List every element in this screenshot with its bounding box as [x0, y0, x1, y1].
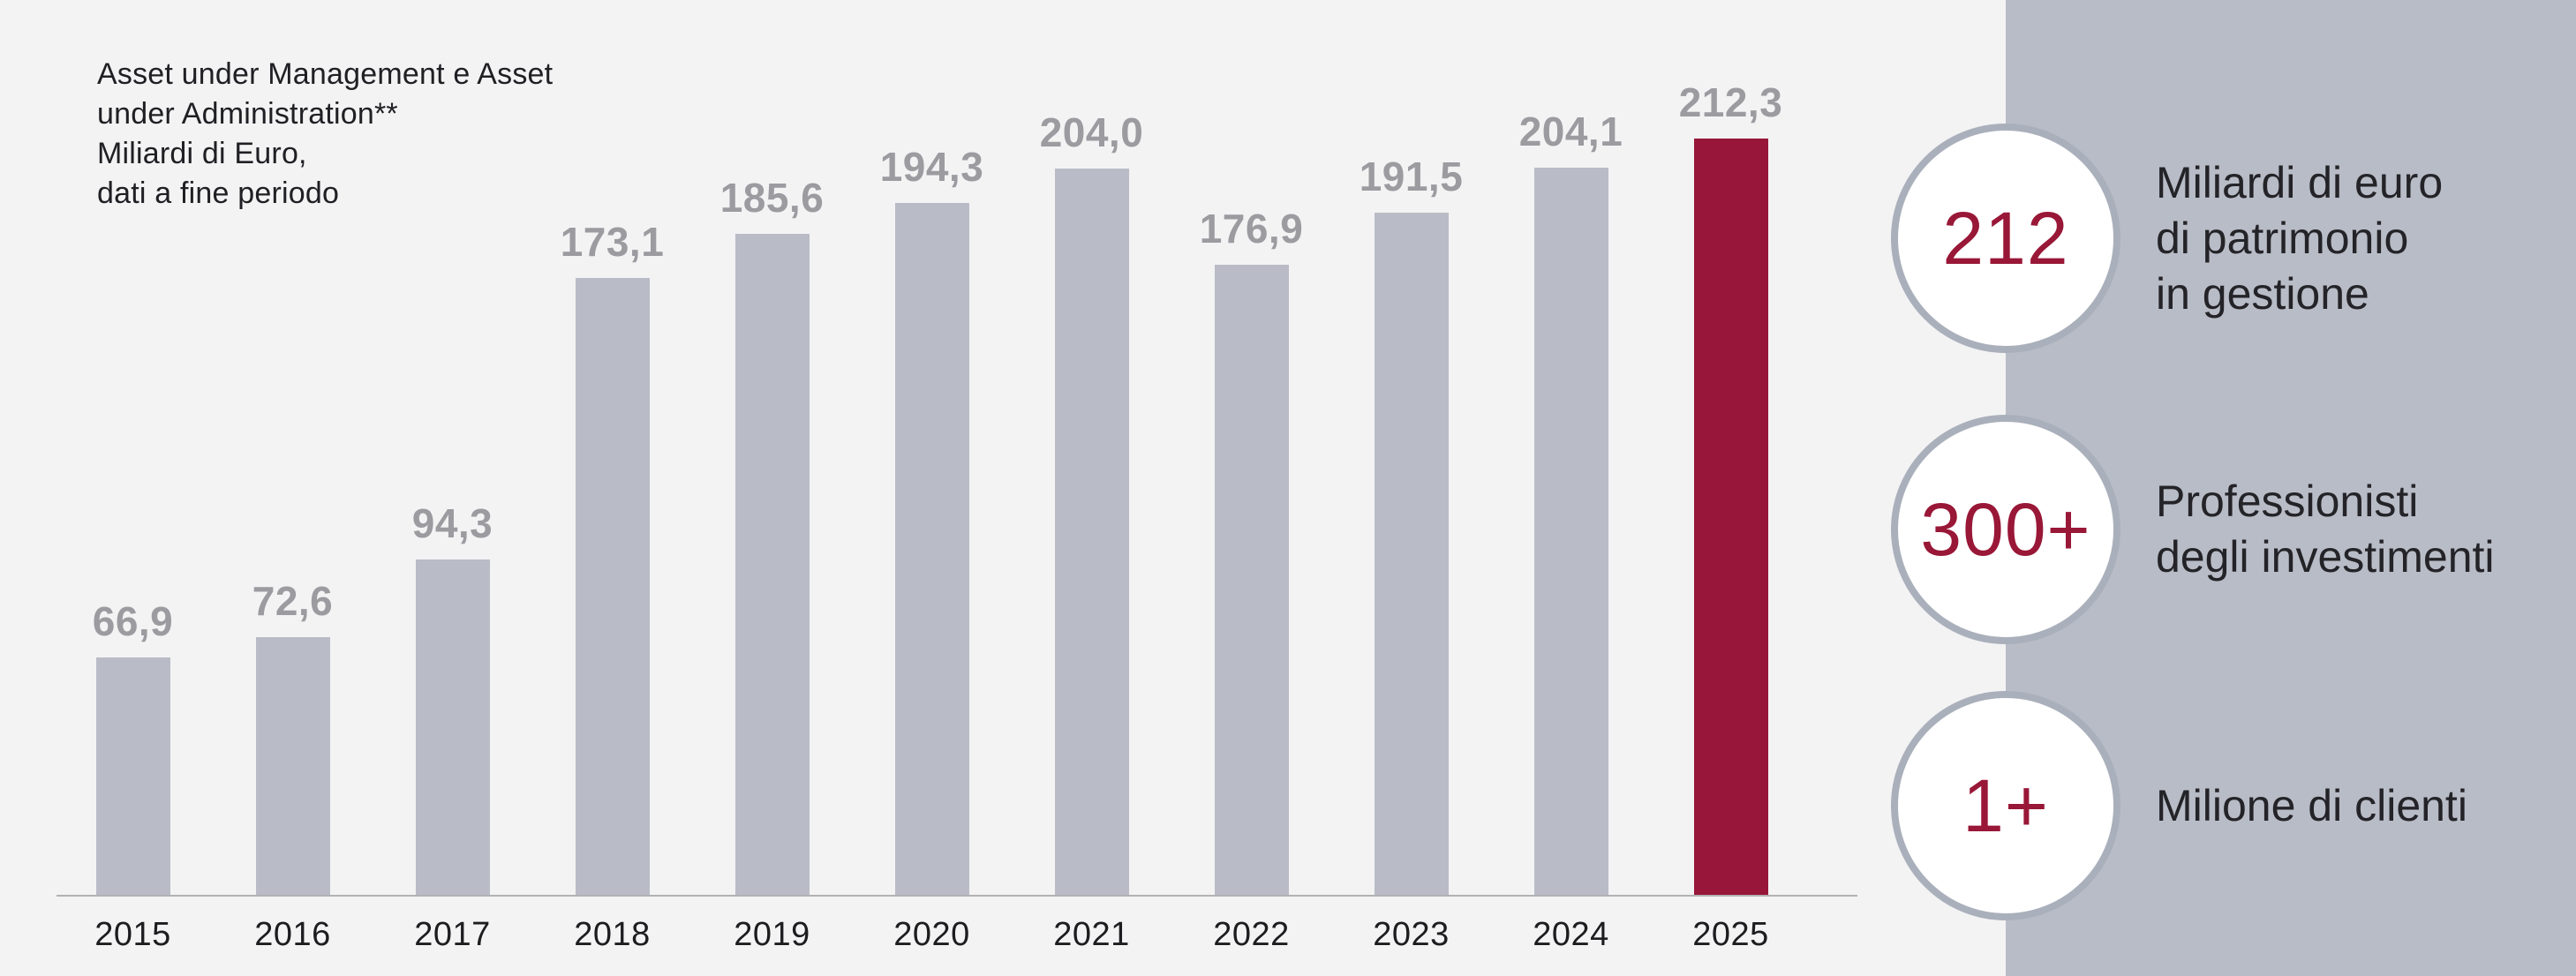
x-tick-label: 2025: [1692, 916, 1769, 953]
stat-badge-label: Milione di clienti: [2156, 780, 2467, 830]
stat-badge-value: 300+: [1920, 487, 2091, 571]
stat-badge-label: Miliardi di euro di patrimonio in gestio…: [2156, 157, 2444, 319]
bar-slot-2023: 191,5: [1331, 0, 1491, 896]
bar: [255, 637, 330, 896]
stat-badge-label: Professionisti degli investimenti: [2156, 477, 2495, 582]
value-label: 204,1: [1518, 109, 1623, 154]
value-label: 173,1: [560, 219, 665, 265]
bar-slot-2015: 66,9: [53, 0, 213, 896]
stat-badge-value: 212: [1942, 196, 2069, 280]
x-tick-label: 2018: [574, 916, 651, 953]
stat-badge-circle: 212: [1891, 124, 2120, 353]
bar-slot-2018: 173,1: [532, 0, 692, 896]
value-label: 194,3: [879, 144, 984, 190]
bar-slot-2025: 212,3: [1651, 0, 1811, 896]
bar-slot-2024: 204,1: [1491, 0, 1651, 896]
x-axis-line: [56, 895, 1857, 897]
value-label: 66,9: [92, 598, 174, 644]
x-tick-label: 2023: [1373, 916, 1450, 953]
x-axis-labels: 2015 2016 2017 2018 2019 2020 2021 2022 2023 2024…: [53, 916, 1811, 954]
x-tick-label: 2024: [1533, 916, 1609, 953]
bar-slot-2019: 185,6: [692, 0, 852, 896]
stat-badge-circle: 1+: [1891, 691, 2120, 920]
value-label: 212,3: [1678, 79, 1783, 125]
x-tick-label: 2016: [254, 916, 331, 953]
bar: [1054, 169, 1129, 896]
bar-chart: 66,9 72,6 94,3 173,1 185,6 194,3 204,0 176,9 191…: [53, 0, 1811, 896]
value-label: 185,6: [719, 175, 825, 221]
bar: [734, 234, 810, 896]
x-tick-label: 2017: [414, 916, 491, 953]
bar-slot-2016: 72,6: [213, 0, 373, 896]
bar-highlighted: [1693, 139, 1768, 896]
chart-title: Asset under Management e Asset under Adm…: [97, 57, 554, 210]
bar: [1214, 265, 1289, 896]
value-label: 72,6: [252, 578, 334, 624]
value-label: 191,5: [1359, 154, 1464, 199]
stat-badge-value: 1+: [1962, 763, 2049, 847]
bar: [1533, 168, 1608, 896]
x-tick-label: 2015: [94, 916, 171, 953]
stat-badge-circle: 300+: [1891, 415, 2120, 644]
value-label: 94,3: [411, 500, 493, 546]
bar-slot-2021: 204,0: [1012, 0, 1171, 896]
x-tick-label: 2020: [893, 916, 970, 953]
bar: [415, 559, 490, 896]
bar-slot-2020: 194,3: [852, 0, 1012, 896]
bar-slot-2022: 176,9: [1171, 0, 1331, 896]
bar: [894, 203, 969, 896]
bar: [95, 657, 170, 896]
bar: [1374, 213, 1449, 896]
value-label: 204,0: [1039, 109, 1144, 155]
bar-slot-2017: 94,3: [373, 0, 532, 896]
x-tick-label: 2022: [1213, 916, 1290, 953]
x-tick-label: 2021: [1053, 916, 1130, 953]
bar: [575, 278, 650, 896]
x-tick-label: 2019: [734, 916, 810, 953]
value-label: 176,9: [1199, 206, 1304, 252]
